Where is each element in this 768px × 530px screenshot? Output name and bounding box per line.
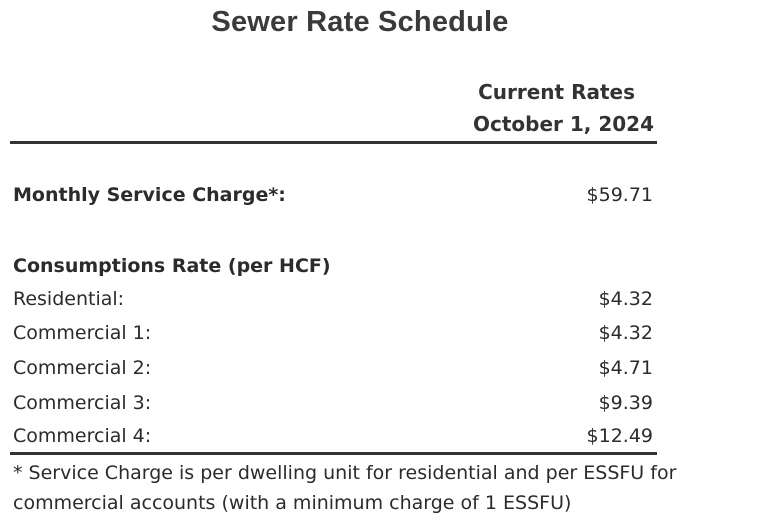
rate-label: Commercial 3:	[13, 392, 152, 414]
rate-label: Commercial 2:	[13, 357, 152, 379]
rate-row-commercial-4: Commercial 4: $12.49	[13, 421, 653, 451]
monthly-service-row: Monthly Service Charge*: $59.71	[13, 180, 653, 210]
rate-row-commercial-3: Commercial 3: $9.39	[13, 388, 653, 418]
page-title: Sewer Rate Schedule	[211, 6, 509, 38]
header-divider	[10, 141, 657, 144]
rate-row-commercial-1: Commercial 1: $4.32	[13, 318, 653, 348]
rate-value: $4.32	[598, 288, 653, 310]
monthly-service-label: Monthly Service Charge*:	[13, 184, 286, 206]
footnote: * Service Charge is per dwelling unit fo…	[13, 462, 677, 514]
rate-row-residential: Residential: $4.32	[13, 284, 653, 314]
rate-label: Commercial 1:	[13, 322, 152, 344]
rate-value: $12.49	[586, 425, 653, 447]
column-header-current-rates: Current Rates	[478, 80, 635, 104]
rate-value: $4.32	[598, 322, 653, 344]
rate-value: $4.71	[598, 357, 653, 379]
table-bottom-divider	[10, 452, 657, 455]
consumption-heading: Consumptions Rate (per HCF)	[13, 255, 331, 277]
column-header-effective-date: October 1, 2024	[472, 112, 654, 136]
rate-label: Residential:	[13, 288, 125, 310]
monthly-service-value: $59.71	[586, 184, 653, 206]
rate-row-commercial-2: Commercial 2: $4.71	[13, 353, 653, 383]
rate-label: Commercial 4:	[13, 425, 152, 447]
rate-value: $9.39	[598, 392, 653, 414]
